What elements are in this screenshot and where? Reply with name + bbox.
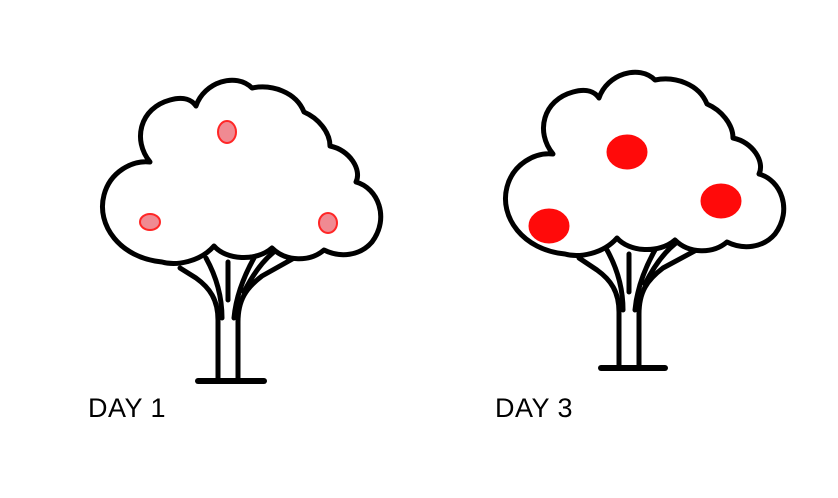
fruit-icon [528,208,570,244]
fruit-icon [700,183,742,219]
branch [604,233,690,313]
fruit-icon [217,120,237,144]
day-1-panel: DAY 1 [88,77,384,423]
day-label: DAY 3 [495,393,574,423]
tree-icon [100,77,384,384]
canopy [100,77,384,266]
fruit-icon [318,212,338,234]
fruit-icon [606,134,648,170]
day-label: DAY 1 [88,393,167,423]
day-3-panel: DAY 3 [419,0,838,498]
branch [203,241,289,321]
tree-icon [503,69,787,371]
trunk [177,245,315,383]
fruit-icon [139,213,161,231]
trunk [576,237,718,370]
